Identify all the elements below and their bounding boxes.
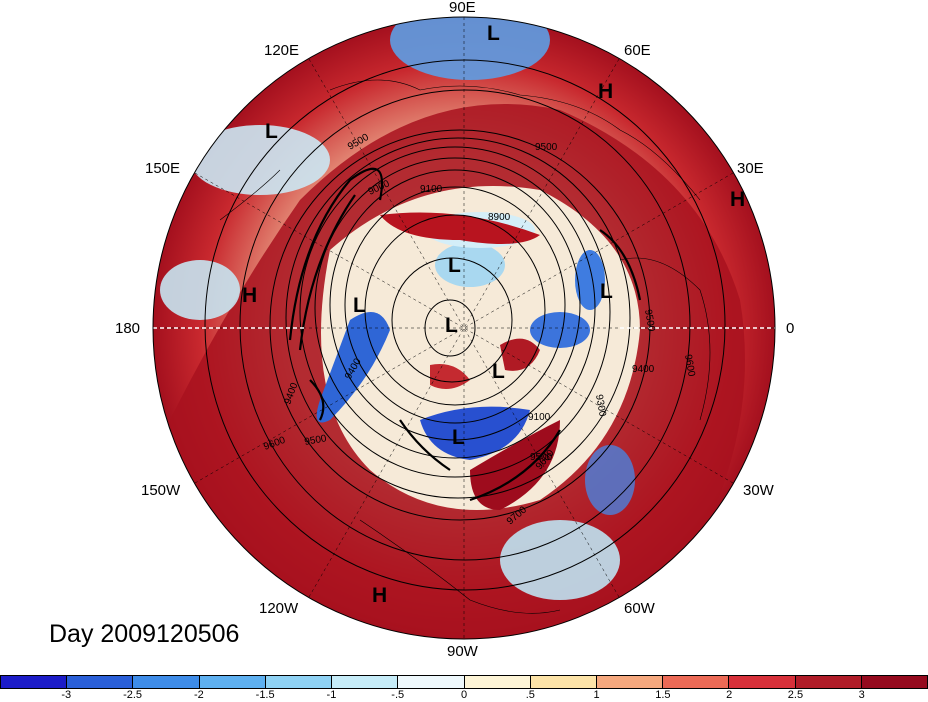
colorbar-tick-label: 3 — [858, 689, 865, 701]
contour-label: 9500 — [304, 433, 328, 448]
colorbar-cell — [795, 676, 862, 688]
low-pressure-marker: L — [448, 254, 461, 277]
map-border — [152, 16, 776, 640]
lon-label-150w: 150W — [141, 482, 181, 499]
coastlines — [219, 79, 711, 614]
high-pressure-marker: H — [372, 584, 388, 607]
colorbar-tick-label: -1 — [326, 689, 337, 701]
colorbar-cell — [265, 676, 333, 688]
colorbar-tick-label: 2 — [726, 689, 733, 701]
contour-label: 9500 — [530, 452, 553, 463]
lon-label-150e: 150E — [145, 160, 181, 177]
colorbar-cell — [199, 676, 266, 688]
lon-label-60w: 60W — [624, 600, 655, 617]
colorbar-cell — [596, 676, 664, 688]
high-pressure-marker: H — [598, 80, 614, 103]
colorbar-tick-label: -.5 — [391, 689, 405, 701]
lon-label-180: 180 — [115, 320, 141, 337]
colorbar-cell — [530, 676, 597, 688]
colorbar-cell — [332, 676, 399, 688]
lon-label-30e: 30E — [737, 160, 764, 177]
colorbar-cell — [1, 676, 68, 688]
low-pressure-marker: L — [600, 280, 613, 303]
colorbar-tick-label: -2.5 — [123, 689, 143, 701]
lon-label-0: 0 — [786, 320, 795, 337]
colorbar-cell — [663, 676, 730, 688]
colorbar-cell — [133, 676, 200, 688]
lon-label-120e: 120E — [264, 42, 300, 59]
low-pressure-marker: L — [452, 426, 465, 449]
lon-label-90w: 90W — [447, 643, 478, 660]
colorbar-cell — [861, 676, 928, 688]
day-label: Day 2009120506 — [49, 620, 240, 648]
colorbar-tick-label: -2 — [193, 689, 204, 701]
contour-label: 9300 — [593, 394, 608, 418]
contour-label: 9100 — [420, 184, 443, 195]
low-pressure-marker: L — [487, 22, 500, 45]
contour-label: 9500 — [535, 142, 558, 153]
contour-label: 9100 — [528, 412, 551, 423]
colorbar-tick-label: 2.5 — [787, 689, 804, 701]
contour-label: 9500 — [642, 309, 657, 333]
jet-contours — [288, 167, 642, 502]
contour-label: 9400 — [632, 364, 655, 375]
colorbar-tick-label: 1.5 — [655, 689, 671, 701]
colorbar-cell — [398, 676, 465, 688]
colorbar-tick-label: 0 — [460, 689, 468, 701]
lon-label-90e: 90E — [449, 0, 476, 16]
colorbar-cell — [464, 676, 531, 688]
colorbar-cell — [67, 676, 134, 688]
lon-label-120w: 120W — [259, 600, 299, 617]
colorbar-tick-label: -1.5 — [255, 689, 275, 701]
colorbar — [0, 675, 928, 689]
colorbar-tick-label: -3 — [61, 689, 72, 701]
colorbar-tick-label: 1 — [593, 689, 600, 701]
lon-label-30w: 30W — [743, 482, 774, 499]
low-pressure-marker: L — [492, 360, 505, 383]
colorbar-cell — [729, 676, 796, 688]
low-pressure-marker: L — [353, 294, 366, 317]
colorbar-tick-label: .5 — [525, 689, 535, 701]
contour-label: 8900 — [488, 212, 511, 223]
low-pressure-marker: L — [445, 314, 458, 337]
low-pressure-marker: L — [265, 120, 278, 143]
lon-label-60e: 60E — [624, 42, 651, 59]
high-pressure-marker: H — [730, 188, 746, 211]
contour-label: 9600 — [682, 354, 697, 378]
high-pressure-marker: H — [242, 284, 258, 307]
height-contours — [204, 59, 726, 591]
